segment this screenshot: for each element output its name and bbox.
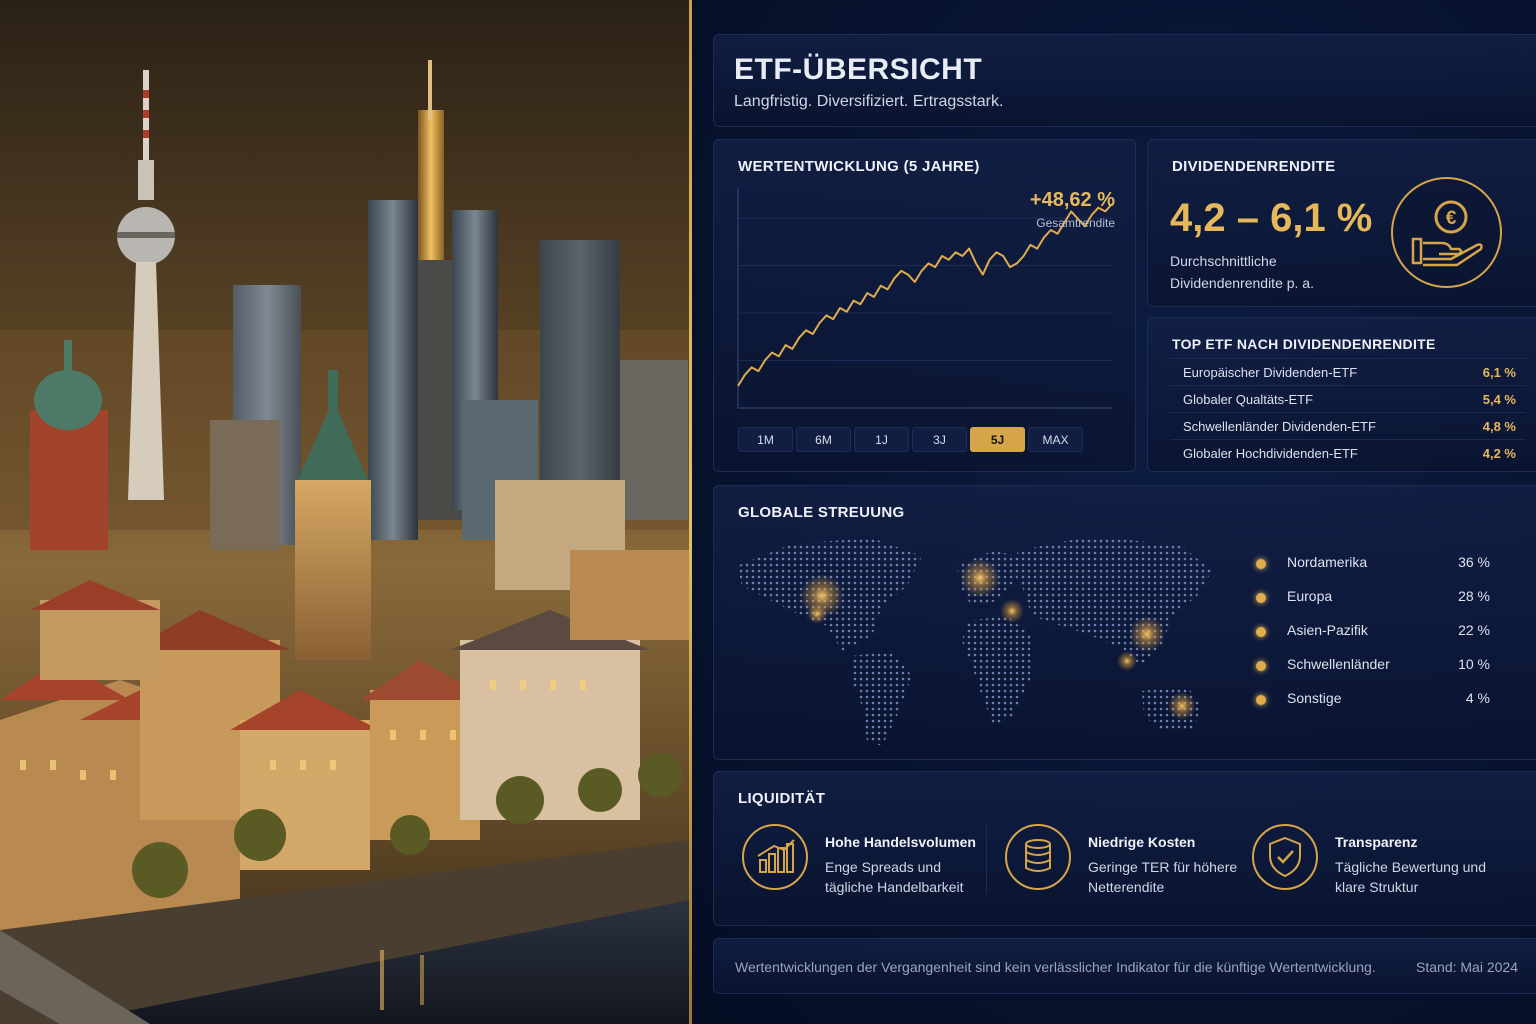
range-selector: 1M 6M 1J 3J 5J MAX bbox=[738, 427, 1083, 452]
feature-text: Tägliche Bewertung und klare Struktur bbox=[1335, 859, 1486, 895]
top-etf-table: Europäischer Dividenden-ETF 6,1 % Global… bbox=[1170, 358, 1526, 467]
table-row[interactable]: Globaler Hochdividenden-ETF 4,2 % bbox=[1170, 439, 1526, 467]
page-title: ETF-ÜBERSICHT bbox=[734, 53, 983, 86]
coins-icon bbox=[1005, 824, 1071, 890]
dividend-panel: DIVIDENDENRENDITE 4,2 – 6,1 % Durchschni… bbox=[1147, 139, 1536, 307]
region-share: 4 % bbox=[1465, 690, 1490, 706]
feature-heading: Transparenz bbox=[1335, 834, 1418, 850]
feature-text: Geringe TER für höhere Netterendite bbox=[1088, 859, 1238, 895]
disclaimer-text: Wertentwicklungen der Vergangenheit sind… bbox=[735, 959, 1376, 975]
region-item: Schwellenländer 10 % bbox=[1254, 656, 1490, 690]
range-button-5j[interactable]: 5J bbox=[970, 427, 1025, 452]
etf-name: Europäischer Dividenden-ETF bbox=[1170, 358, 1465, 386]
as-of-date: Stand: Mai 2024 bbox=[1416, 959, 1518, 975]
region-dot-icon bbox=[1256, 695, 1266, 705]
etf-name: Globaler Hochdividenden-ETF bbox=[1170, 439, 1465, 467]
region-item: Nordamerika 36 % bbox=[1254, 554, 1490, 588]
total-return-label: Gesamtrendite bbox=[1036, 216, 1115, 230]
range-button-3j[interactable]: 3J bbox=[912, 427, 967, 452]
city-skyline-image bbox=[0, 0, 690, 1024]
global-distribution-panel: GLOBALE STREUUNG bbox=[713, 485, 1536, 760]
shield-check-icon bbox=[1252, 824, 1318, 890]
footer-panel: Wertentwicklungen der Vergangenheit sind… bbox=[713, 938, 1536, 994]
etf-yield: 6,1 % bbox=[1464, 358, 1526, 386]
region-name: Schwellenländer bbox=[1287, 656, 1390, 672]
region-name: Asien-Pazifik bbox=[1287, 622, 1368, 638]
table-row[interactable]: Europäischer Dividenden-ETF 6,1 % bbox=[1170, 358, 1526, 386]
region-dot-icon bbox=[1256, 559, 1266, 569]
feature-heading: Niedrige Kosten bbox=[1088, 834, 1196, 850]
global-title: GLOBALE STREUUNG bbox=[738, 504, 905, 521]
etf-yield: 4,8 % bbox=[1464, 412, 1526, 440]
range-button-1j[interactable]: 1J bbox=[854, 427, 909, 452]
range-button-6m[interactable]: 6M bbox=[796, 427, 851, 452]
region-legend: Nordamerika 36 % Europa 28 % Asien-Pazif… bbox=[1254, 554, 1490, 724]
region-dot-icon bbox=[1256, 593, 1266, 603]
performance-title: WERTENTWICKLUNG (5 JAHRE) bbox=[738, 158, 980, 175]
dividend-title: DIVIDENDENRENDITE bbox=[1172, 158, 1336, 175]
etf-yield: 5,4 % bbox=[1464, 385, 1526, 413]
svg-text:€: € bbox=[1446, 208, 1457, 229]
world-map-dotted bbox=[737, 536, 1212, 746]
header-panel: ETF-ÜBERSICHT Langfristig. Diversifizier… bbox=[713, 34, 1536, 127]
table-row[interactable]: Globaler Qualtäts-ETF 5,4 % bbox=[1170, 385, 1526, 413]
performance-panel: WERTENTWICKLUNG (5 JAHRE) +48,62 % Gesam… bbox=[713, 139, 1136, 472]
region-name: Europa bbox=[1287, 588, 1333, 604]
gold-divider bbox=[689, 0, 692, 1024]
liquidity-title: LIQUIDITÄT bbox=[738, 790, 826, 807]
etf-dashboard: ETF-ÜBERSICHT Langfristig. Diversifizier… bbox=[692, 0, 1536, 1024]
feature-text: Enge Spreads und tägliche Handelbarkeit bbox=[825, 859, 964, 895]
region-dot-icon bbox=[1256, 627, 1266, 637]
region-name: Sonstige bbox=[1287, 690, 1342, 706]
bar-chart-icon bbox=[742, 824, 808, 890]
table-row[interactable]: Schwellenländer Dividenden-ETF 4,8 % bbox=[1170, 412, 1526, 440]
total-return-value: +48,62 % bbox=[1029, 189, 1115, 211]
dividend-description: Durchschnittliche Dividendenrendite p. a… bbox=[1170, 253, 1314, 291]
page-subtitle: Langfristig. Diversifiziert. Ertragsstar… bbox=[734, 93, 1004, 110]
range-button-1m[interactable]: 1M bbox=[738, 427, 793, 452]
etf-yield: 4,2 % bbox=[1464, 439, 1526, 467]
performance-series-line bbox=[737, 203, 1113, 387]
region-dot-icon bbox=[1256, 661, 1266, 671]
region-name: Nordamerika bbox=[1287, 554, 1368, 570]
region-share: 10 % bbox=[1458, 656, 1490, 672]
dividend-range-value: 4,2 – 6,1 % bbox=[1170, 196, 1373, 240]
region-share: 36 % bbox=[1458, 554, 1490, 570]
feature-heading: Hohe Handelsvolumen bbox=[825, 834, 976, 850]
etf-name: Schwellenländer Dividenden-ETF bbox=[1170, 412, 1465, 440]
region-item: Asien-Pazifik 22 % bbox=[1254, 622, 1490, 656]
top-etf-title: TOP ETF NACH DIVIDENDENRENDITE bbox=[1172, 336, 1436, 352]
region-item: Europa 28 % bbox=[1254, 588, 1490, 622]
chart-axes bbox=[737, 188, 1112, 409]
range-button-max[interactable]: MAX bbox=[1028, 427, 1083, 452]
performance-line-chart bbox=[737, 188, 1113, 409]
liquidity-panel: LIQUIDITÄT Hohe Handelsvolumen Enge Spre… bbox=[713, 771, 1536, 926]
divider bbox=[986, 822, 987, 894]
region-item: Sonstige 4 % bbox=[1254, 690, 1490, 724]
top-etf-panel: TOP ETF NACH DIVIDENDENRENDITE Europäisc… bbox=[1147, 317, 1536, 472]
region-share: 28 % bbox=[1458, 588, 1490, 604]
etf-name: Globaler Qualtäts-ETF bbox=[1170, 385, 1465, 413]
region-share: 22 % bbox=[1458, 622, 1490, 638]
euro-hand-icon: € bbox=[1391, 177, 1502, 288]
